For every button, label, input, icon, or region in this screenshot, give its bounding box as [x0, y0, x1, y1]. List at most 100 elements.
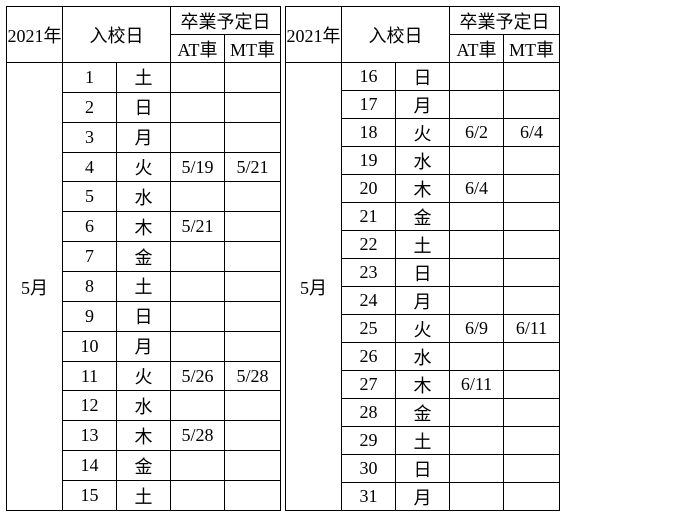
day-cell: 10	[63, 331, 117, 361]
day-cell: 23	[342, 259, 396, 287]
day-cell: 26	[342, 343, 396, 371]
schedule-tables: 2021年 入校日 卒業予定日 AT車 MT車 5月1土2日3月4火5/195/…	[6, 6, 678, 511]
mt-cell	[504, 483, 560, 511]
mt-cell	[225, 182, 281, 212]
weekday-cell: 月	[117, 122, 171, 152]
mt-cell	[225, 481, 281, 511]
weekday-cell: 月	[117, 331, 171, 361]
weekday-cell: 月	[396, 287, 450, 315]
mt-cell	[225, 331, 281, 361]
mt-cell	[225, 391, 281, 421]
at-cell	[171, 451, 225, 481]
mt-cell	[504, 427, 560, 455]
at-cell	[171, 122, 225, 152]
day-cell: 15	[63, 481, 117, 511]
day-cell: 28	[342, 399, 396, 427]
at-cell: 6/4	[450, 175, 504, 203]
mt-cell	[504, 175, 560, 203]
at-cell	[450, 259, 504, 287]
weekday-cell: 土	[117, 63, 171, 93]
weekday-cell: 木	[396, 371, 450, 399]
at-cell	[450, 399, 504, 427]
day-cell: 17	[342, 91, 396, 119]
weekday-cell: 金	[117, 451, 171, 481]
at-cell: 5/26	[171, 361, 225, 391]
table-row: 5月16日	[286, 63, 560, 91]
mt-cell	[504, 259, 560, 287]
at-cell	[171, 481, 225, 511]
mt-cell	[225, 421, 281, 451]
mt-cell	[225, 63, 281, 93]
mt-cell	[225, 451, 281, 481]
weekday-cell: 火	[117, 361, 171, 391]
weekday-cell: 木	[396, 175, 450, 203]
at-cell	[450, 147, 504, 175]
at-cell	[171, 242, 225, 272]
day-cell: 27	[342, 371, 396, 399]
header-enroll: 入校日	[342, 7, 450, 63]
day-cell: 22	[342, 231, 396, 259]
weekday-cell: 日	[396, 455, 450, 483]
day-cell: 9	[63, 301, 117, 331]
at-cell	[171, 391, 225, 421]
mt-cell	[504, 399, 560, 427]
day-cell: 4	[63, 152, 117, 182]
at-cell	[450, 483, 504, 511]
day-cell: 16	[342, 63, 396, 91]
at-cell	[450, 91, 504, 119]
weekday-cell: 金	[396, 399, 450, 427]
at-cell: 6/9	[450, 315, 504, 343]
at-cell	[450, 343, 504, 371]
mt-cell	[225, 272, 281, 302]
header-mt: MT車	[504, 35, 560, 63]
at-cell	[450, 455, 504, 483]
day-cell: 8	[63, 272, 117, 302]
day-cell: 25	[342, 315, 396, 343]
at-cell	[171, 92, 225, 122]
weekday-cell: 水	[396, 147, 450, 175]
header-enroll: 入校日	[63, 7, 171, 63]
mt-cell	[225, 212, 281, 242]
weekday-cell: 金	[396, 203, 450, 231]
day-cell: 31	[342, 483, 396, 511]
month-cell: 5月	[7, 63, 63, 511]
header-at: AT車	[450, 35, 504, 63]
mt-cell: 6/4	[504, 119, 560, 147]
weekday-cell: 月	[396, 91, 450, 119]
header-at: AT車	[171, 35, 225, 63]
at-cell	[171, 331, 225, 361]
day-cell: 14	[63, 451, 117, 481]
at-cell	[450, 287, 504, 315]
at-cell	[171, 301, 225, 331]
at-cell	[171, 182, 225, 212]
at-cell: 5/21	[171, 212, 225, 242]
day-cell: 19	[342, 147, 396, 175]
mt-cell	[225, 92, 281, 122]
weekday-cell: 日	[117, 301, 171, 331]
mt-cell	[504, 203, 560, 231]
weekday-cell: 日	[396, 259, 450, 287]
day-cell: 3	[63, 122, 117, 152]
weekday-cell: 木	[117, 421, 171, 451]
weekday-cell: 土	[117, 272, 171, 302]
header-mt: MT車	[225, 35, 281, 63]
at-cell	[450, 203, 504, 231]
weekday-cell: 日	[396, 63, 450, 91]
mt-cell: 5/21	[225, 152, 281, 182]
mt-cell	[504, 231, 560, 259]
day-cell: 20	[342, 175, 396, 203]
day-cell: 7	[63, 242, 117, 272]
mt-cell	[504, 147, 560, 175]
mt-cell	[504, 63, 560, 91]
mt-cell	[504, 371, 560, 399]
at-cell	[450, 63, 504, 91]
at-cell	[450, 427, 504, 455]
at-cell: 6/11	[450, 371, 504, 399]
day-cell: 1	[63, 63, 117, 93]
mt-cell: 5/28	[225, 361, 281, 391]
header-grad: 卒業予定日	[450, 7, 560, 35]
month-cell: 5月	[286, 63, 342, 511]
weekday-cell: 日	[117, 92, 171, 122]
day-cell: 29	[342, 427, 396, 455]
weekday-cell: 土	[396, 231, 450, 259]
